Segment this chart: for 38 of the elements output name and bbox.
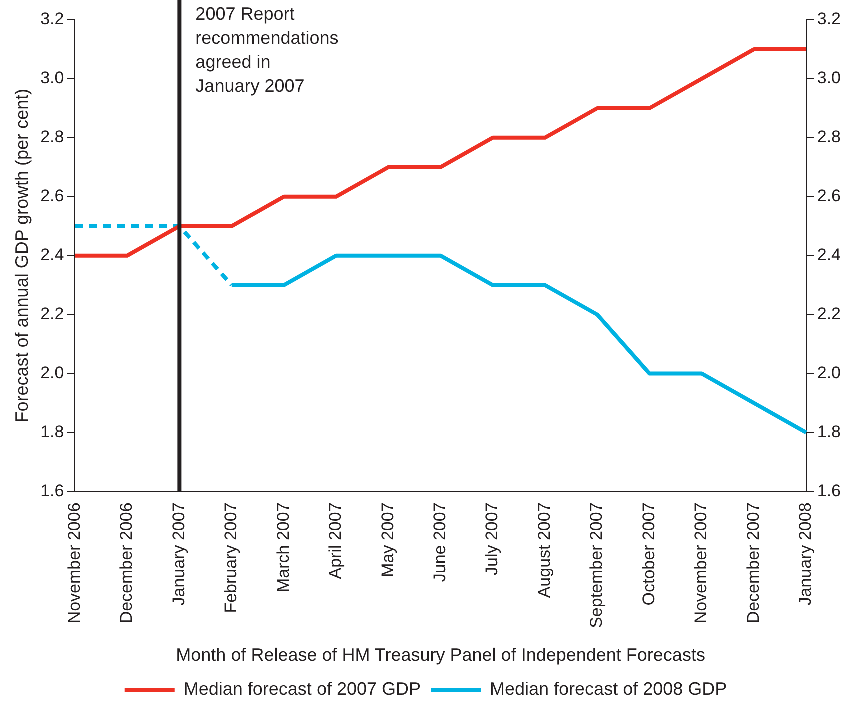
x-tick-label: October 2007 — [639, 502, 658, 606]
x-tick-label: November 2006 — [64, 502, 84, 624]
x-tick-label: April 2007 — [326, 502, 346, 580]
legend-label: Median forecast of 2007 GDP — [184, 678, 422, 699]
y2-tick-label: 2.6 — [817, 186, 842, 206]
y-tick-label: 3.2 — [40, 10, 64, 29]
y-tick-label: 3.0 — [40, 68, 64, 88]
y-tick-label: 2.8 — [40, 128, 64, 147]
x-tick-label: February 2007 — [222, 502, 241, 614]
y-tick-label: 1.6 — [40, 481, 64, 500]
x-tick-label: July 2007 — [482, 502, 502, 576]
y2-tick-label: 2.4 — [817, 246, 842, 265]
x-tick-label: August 2007 — [534, 502, 554, 598]
x-tick-label: January 2007 — [169, 502, 188, 606]
y-tick-label: 2.6 — [40, 186, 64, 206]
x-tick-label: March 2007 — [274, 502, 293, 592]
y-tick-label: 2.2 — [40, 304, 64, 324]
y-axis-title: Forecast of annual GDP growth (per cent) — [12, 88, 32, 423]
x-tick-label: January 2008 — [796, 502, 816, 606]
y2-tick-label: 2.2 — [817, 304, 842, 324]
x-tick-label: May 2007 — [378, 502, 398, 578]
x-tick-label: September 2007 — [587, 502, 606, 628]
y2-tick-label: 2.8 — [817, 128, 842, 147]
x-axis-title: Month of Release of HM Treasury Panel of Independent Forecasts — [176, 645, 706, 666]
y2-tick-label: 3.2 — [817, 10, 842, 29]
y-tick-label: 2.4 — [40, 246, 64, 265]
x-tick-label: November 2007 — [692, 502, 711, 624]
y2-tick-label: 3.0 — [817, 68, 842, 88]
x-tick-label: June 2007 — [430, 502, 450, 582]
y2-tick-label: 1.6 — [817, 481, 842, 500]
x-tick-label: December 2007 — [744, 502, 763, 624]
y2-tick-label: 2.0 — [817, 363, 842, 382]
ref-line-label: 2007 Report recommendations agreed in January 2007 — [196, 4, 339, 96]
legend-label: Median forecast of 2008 GDP — [490, 678, 728, 699]
y2-tick-label: 1.8 — [817, 422, 842, 442]
y-tick-label: 1.8 — [40, 422, 64, 442]
y-tick-label: 2.0 — [40, 363, 64, 382]
x-tick-label: December 2006 — [117, 502, 136, 624]
